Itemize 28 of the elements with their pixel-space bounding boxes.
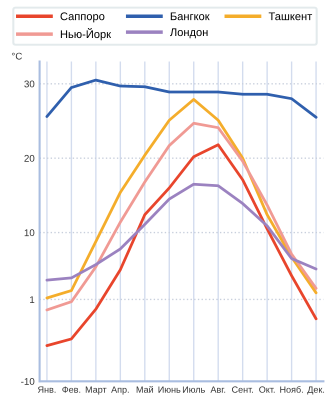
y-tick-label: 1 — [30, 296, 34, 304]
line-series — [46, 182, 318, 282]
y-tick-label: 30 — [24, 80, 34, 88]
y-axis-title: °C — [12, 52, 22, 60]
x-tick-label: Март — [86, 386, 107, 395]
x-tick-label: Дек. — [307, 386, 324, 394]
x-tick-label: Фев. — [62, 386, 80, 393]
x-tick-label: Сент. — [232, 386, 253, 393]
y-tick-label: 20 — [24, 154, 34, 162]
legend-label: Ташкент — [268, 12, 312, 20]
x-tick-label: Нояб. — [280, 386, 303, 393]
x-tick-label: Июнь — [158, 386, 180, 393]
legend-label: Лондон — [170, 28, 208, 38]
y-tick-label: 10 — [24, 229, 34, 236]
legend-label: Бангкок — [170, 12, 210, 20]
x-tick-label: Окт. — [259, 386, 275, 393]
x-tick-label: Авг. — [210, 386, 226, 393]
legend-label: Саппоро — [60, 12, 104, 22]
legend-label: Нью-Йорк — [60, 28, 112, 40]
x-tick-label: Июль — [182, 386, 205, 393]
line-series — [46, 143, 318, 347]
x-tick-label: Янв. — [38, 386, 56, 393]
line-series — [46, 122, 318, 312]
line-series — [46, 98, 318, 300]
x-tick-label: Апр. — [111, 386, 129, 395]
y-tick-label: -10 — [21, 378, 34, 385]
x-tick-label: Май — [136, 386, 154, 393]
line-series — [46, 78, 318, 119]
